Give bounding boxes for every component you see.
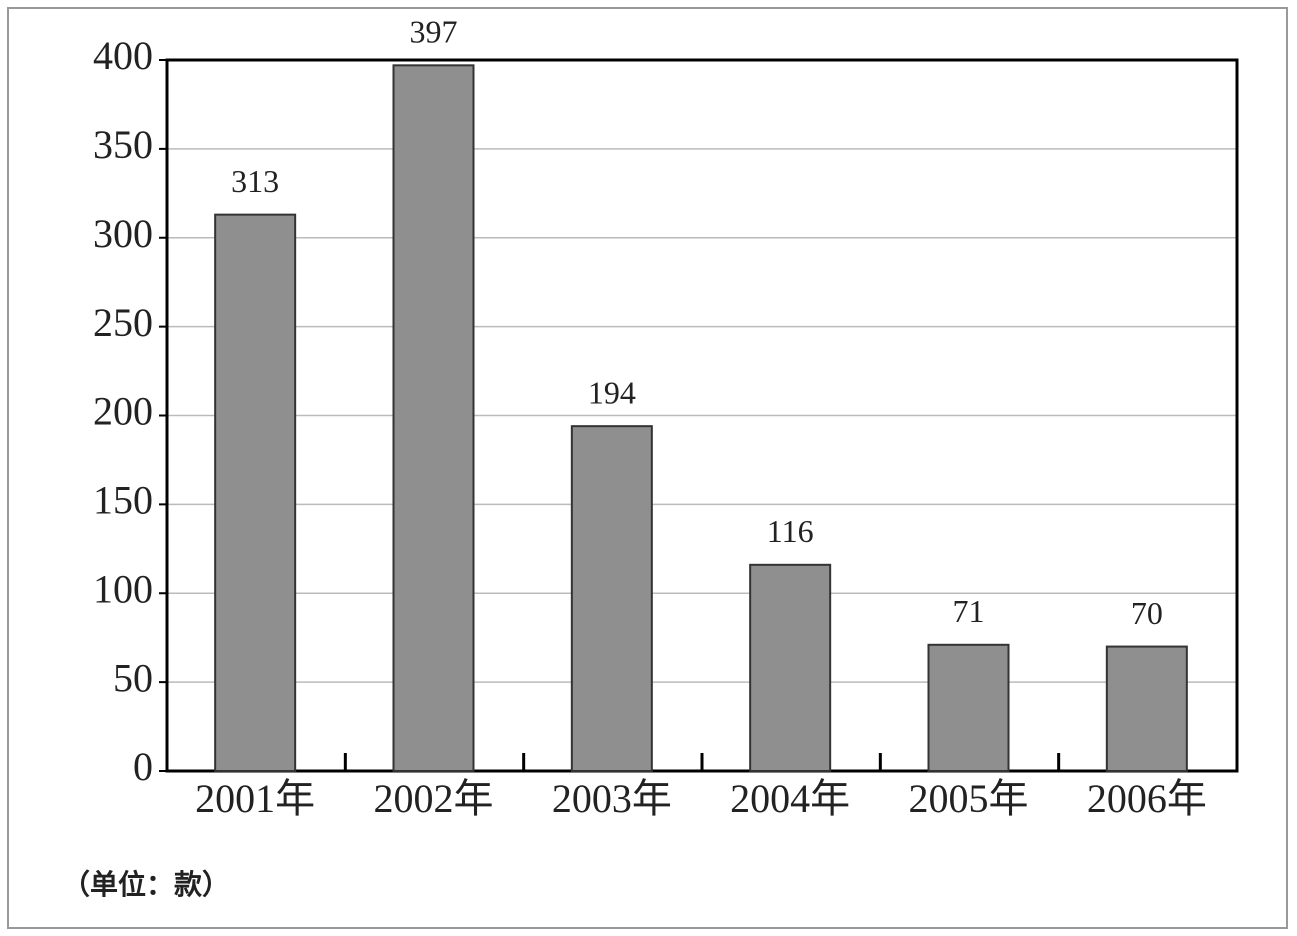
value-label: 313	[231, 163, 279, 199]
y-tick-label: 400	[93, 33, 153, 78]
unit-note: （单位：款）	[62, 868, 230, 901]
bar	[570, 425, 653, 772]
value-label: 71	[953, 593, 985, 629]
value-label: 116	[767, 513, 814, 549]
y-tick-label: 0	[133, 744, 153, 789]
x-tick-label: 2006年	[1087, 776, 1207, 821]
bar	[749, 563, 832, 772]
y-tick-label: 100	[93, 566, 153, 611]
y-tick-label: 250	[93, 300, 153, 345]
y-tick-label: 300	[93, 211, 153, 256]
x-tick-label: 2005年	[909, 776, 1029, 821]
value-label: 70	[1131, 595, 1163, 631]
x-tick-label: 2003年	[552, 776, 672, 821]
x-tick-label: 2002年	[374, 776, 494, 821]
value-label: 194	[588, 375, 636, 411]
y-tick-label: 200	[93, 389, 153, 434]
x-tick-label: 2004年	[730, 776, 850, 821]
bar	[1105, 645, 1188, 773]
y-tick-label: 350	[93, 122, 153, 167]
y-tick-label: 150	[93, 478, 153, 523]
x-tick-label: 2001年	[195, 776, 315, 821]
y-tick-label: 50	[113, 655, 153, 700]
value-label: 397	[410, 14, 458, 50]
bar	[214, 213, 297, 772]
bar	[392, 64, 475, 772]
bar	[927, 643, 1010, 772]
